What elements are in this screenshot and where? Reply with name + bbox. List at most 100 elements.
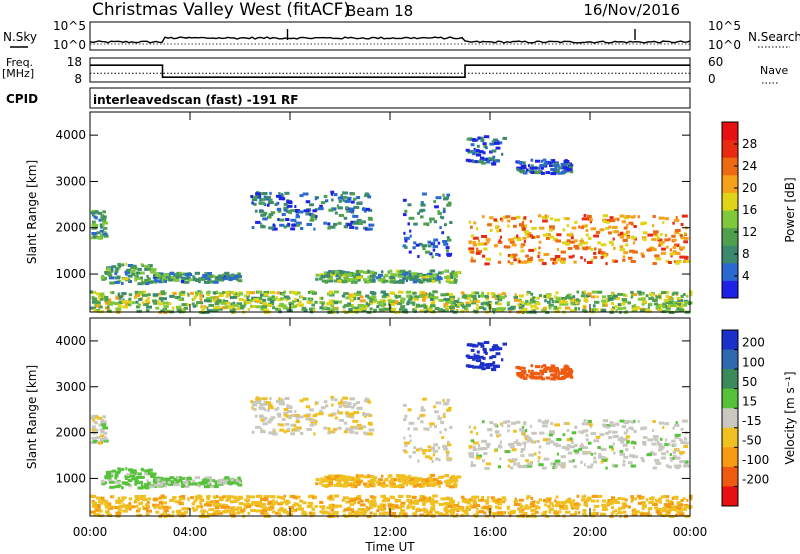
velocity-echo-cell [569, 375, 574, 379]
velocity-echo-cell [180, 484, 184, 488]
velocity-echo-cell [473, 355, 476, 359]
power-echo-cell [195, 279, 201, 282]
velocity-echo-cell [525, 373, 529, 377]
velocity-echo-cell [629, 454, 635, 458]
power-colorbar-cell [722, 227, 738, 246]
power-echo-cell [509, 240, 515, 244]
velocity-echo-cell [215, 510, 221, 513]
power-echo-cell [229, 309, 235, 313]
power-echo-cell [508, 238, 515, 242]
power-echo-cell [661, 247, 666, 251]
power-echo-cell [435, 278, 438, 282]
velocity-echo-cell [309, 502, 312, 506]
power-echo-cell [129, 270, 136, 273]
velocity-echo-cell [491, 368, 497, 372]
power-echo-cell [428, 275, 434, 278]
power-echo-cell [569, 170, 574, 174]
velocity-echo-cell [529, 424, 532, 428]
power-echo-cell [489, 216, 494, 220]
velocity-echo-cell [333, 398, 338, 402]
power-echo-cell [128, 280, 132, 283]
power-echo-cell [540, 166, 544, 170]
velocity-echo-cell [204, 476, 209, 480]
velocity-echo-cell [590, 463, 594, 467]
velocity-echo-cell [426, 508, 429, 512]
power-echo-cells [90, 135, 693, 314]
power-echo-cell [630, 236, 637, 240]
power-echo-cell [343, 195, 348, 199]
velocity-echo-cell [470, 461, 474, 465]
velocity-echo-cell [668, 465, 672, 469]
velocity-echo-cell [90, 494, 93, 498]
velocity-echo-cell [507, 507, 510, 511]
velocity-echo-cell [383, 511, 390, 515]
power-echo-cell [235, 277, 239, 281]
velocity-echo-cell [437, 446, 441, 450]
velocity-echo-cell [647, 438, 654, 442]
power-echo-cell [542, 233, 549, 237]
power-echo-cell [136, 309, 142, 313]
power-echo-cell [227, 293, 231, 297]
power-echo-cell [91, 297, 97, 301]
power-echo-cell [354, 226, 359, 230]
power-echo-cell [137, 282, 144, 286]
power-echo-cell [221, 277, 225, 281]
velocity-echo-cell [522, 512, 528, 515]
velocity-echo-cell [332, 430, 336, 434]
velocity-echo-cell [370, 504, 377, 508]
power-echo-cell [523, 260, 528, 264]
velocity-echo-cell [482, 347, 487, 351]
velocity-echo-cell [208, 508, 215, 511]
velocity-echo-cell [129, 474, 136, 478]
velocity-echo-cell [321, 483, 328, 487]
power-echo-cell [397, 290, 404, 294]
velocity-echo-cell [613, 451, 616, 455]
velocity-echo-cell [319, 500, 323, 504]
velocity-echo-cell [560, 368, 567, 372]
power-echo-cell [630, 215, 635, 219]
velocity-echo-cell [628, 426, 633, 430]
power-echo-cell [420, 208, 426, 212]
velocity-echo-cell [160, 513, 165, 517]
power-echo-cell [562, 228, 566, 232]
velocity-echo-cell [107, 478, 113, 482]
velocity-echo-cell [484, 466, 490, 470]
power-echo-cell [529, 166, 533, 170]
velocity-echo-cell [443, 447, 449, 451]
velocity-echo-cell [585, 451, 591, 455]
power-echo-cell [272, 223, 275, 227]
velocity-echo-cell [395, 500, 398, 504]
velocity-echo-cell [402, 481, 408, 485]
velocity-echo-cell [216, 494, 219, 498]
power-echo-cell [522, 307, 528, 311]
velocity-echo-cell [432, 481, 436, 485]
velocity-echo-cell [290, 494, 296, 498]
power-echo-cell [580, 226, 584, 230]
velocity-echo-cell [492, 512, 495, 516]
power-echo-cell [501, 292, 506, 296]
velocity-echo-cell [171, 510, 175, 514]
velocity-echo-cell [369, 495, 375, 499]
power-echo-cell [443, 297, 449, 301]
power-echo-cell [357, 297, 360, 300]
velocity-echo-cell [403, 436, 406, 440]
velocity-echo-cell [363, 475, 369, 479]
velocity-echo-cell [213, 479, 216, 483]
velocity-echo-cell [443, 402, 448, 406]
power-echo-cell [334, 211, 338, 215]
power-echo-cell [689, 293, 693, 297]
power-echo-cell [330, 190, 335, 194]
power-echo-cell [561, 241, 568, 245]
velocity-echo-cell [435, 477, 439, 481]
power-echo-cell [417, 255, 420, 258]
power-echo-cell [156, 274, 161, 277]
power-echo-cell [93, 308, 97, 312]
velocity-echo-cell [447, 458, 452, 462]
velocity-echo-cell [263, 495, 269, 499]
power-echo-cell [543, 294, 547, 298]
velocity-echo-cell [380, 508, 385, 512]
power-echo-cell [226, 274, 231, 278]
power-echo-cell [343, 225, 349, 229]
power-echo-cell [538, 258, 544, 262]
velocity-echo-cell [420, 406, 424, 410]
